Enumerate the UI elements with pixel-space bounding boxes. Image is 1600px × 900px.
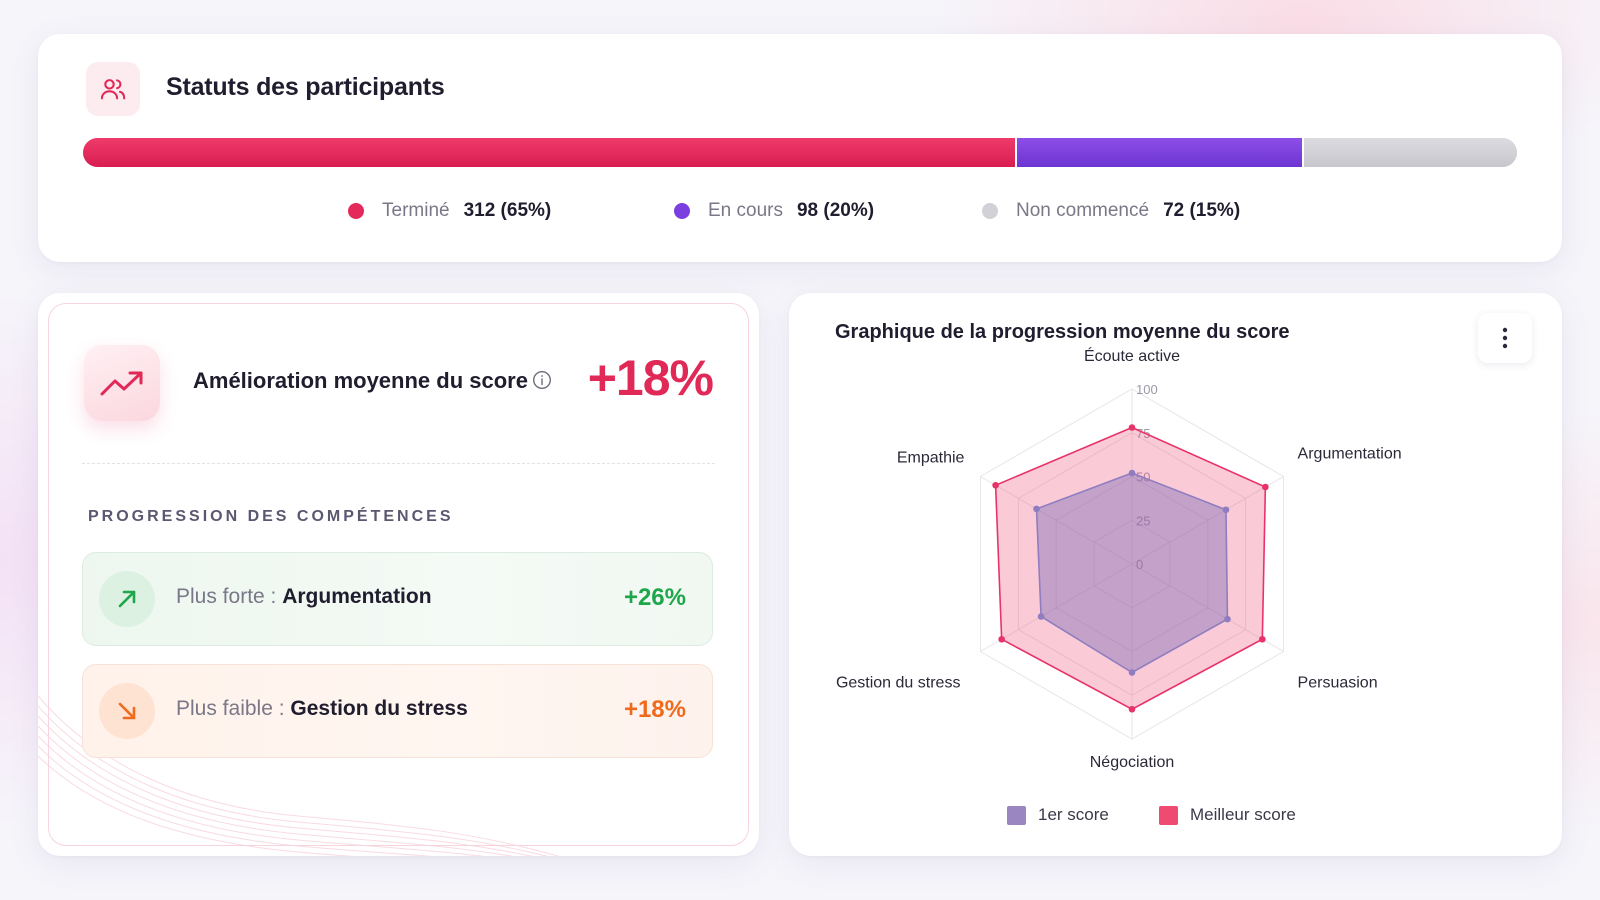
- legend-swatch: [1007, 805, 1026, 825]
- axis-label: Empathie: [897, 450, 965, 467]
- legend-value: 98 (20%): [796, 200, 875, 221]
- dot-icon: [348, 203, 364, 219]
- grid-spoke: [1131, 563, 1284, 652]
- axis-label: Argumentation: [1298, 446, 1402, 463]
- radar-chart-card: Graphique de la progression moyenne du s…: [789, 293, 1562, 856]
- data-point: [1033, 505, 1040, 513]
- data-point: [1224, 615, 1231, 623]
- more-options-button[interactable]: [1478, 313, 1532, 363]
- skill-prefix: Plus faible :: [176, 697, 291, 720]
- strongest-skill-text: Plus forte : Argumentation: [176, 585, 432, 609]
- participant-status-card: Statuts des participants Terminé 312 (65…: [38, 34, 1562, 262]
- grid-spoke: [1131, 476, 1284, 565]
- data-point: [1037, 613, 1045, 620]
- chart-title: Graphique de la progression moyenne du s…: [835, 321, 1290, 343]
- legend-in-progress: En cours 98 (20%): [674, 200, 874, 222]
- arrow-up-right-icon: [99, 571, 155, 627]
- legend-label: Terminé: [382, 200, 450, 221]
- data-point: [1128, 669, 1136, 676]
- dot-icon: [674, 203, 690, 219]
- strongest-skill-row: Plus forte : Argumentation +26%: [82, 552, 713, 646]
- tick-label: 25: [1136, 513, 1150, 528]
- legend-value: 72 (15%): [1163, 200, 1241, 221]
- tick-label: 0: [1136, 557, 1143, 572]
- legend-done: Terminé 312 (65%): [348, 200, 551, 222]
- info-icon[interactable]: [532, 370, 552, 395]
- legend-best-score: Meilleur score: [1159, 805, 1296, 825]
- grid-spoke: [980, 563, 1133, 652]
- axis-label: Persuasion: [1298, 675, 1378, 692]
- axis-label: Négociation: [1090, 754, 1175, 771]
- divider: [82, 463, 715, 464]
- skill-name: Argumentation: [282, 585, 432, 608]
- users-icon: [86, 62, 140, 116]
- data-point: [1128, 469, 1136, 477]
- weakest-skill-text: Plus faible : Gestion du stress: [176, 697, 468, 721]
- dot-icon: [982, 203, 998, 219]
- card-inner-frame: [48, 303, 749, 846]
- legend-not-started: Non commencé 72 (15%): [982, 200, 1240, 222]
- arrow-down-right-icon: [99, 683, 155, 739]
- legend-label: Non commencé: [1016, 200, 1150, 221]
- tick-label: 100: [1136, 382, 1158, 397]
- skill-prefix: Plus forte :: [176, 585, 283, 608]
- radar-chart: 0255075100Écoute activeArgumentationPers…: [836, 346, 1402, 771]
- legend-swatch: [1159, 805, 1178, 825]
- axis-label: Écoute active: [1084, 346, 1180, 365]
- axis-label: Gestion du stress: [836, 675, 961, 692]
- data-point: [1262, 483, 1269, 491]
- status-title: Statuts des participants: [166, 73, 445, 101]
- weakest-skill-row: Plus faible : Gestion du stress +18%: [82, 664, 713, 758]
- segment-not-started: [1301, 138, 1517, 167]
- legend-label: En cours: [708, 200, 783, 221]
- legend-first-score: 1er score: [1007, 805, 1109, 825]
- segment-done: [83, 138, 1016, 167]
- data-point: [992, 481, 999, 489]
- data-point: [1259, 635, 1266, 643]
- improvement-title: Amélioration moyenne du score: [193, 368, 528, 393]
- segment-in-progress: [1015, 138, 1302, 167]
- status-progress-bar: [83, 138, 1517, 167]
- data-point: [998, 635, 1005, 643]
- legend-label: Meilleur score: [1190, 805, 1296, 824]
- more-vertical-icon: [1502, 327, 1508, 349]
- improvement-value: +18%: [587, 350, 714, 406]
- data-point: [1222, 506, 1230, 514]
- data-point: [1128, 705, 1136, 713]
- trending-up-icon: [84, 345, 160, 421]
- weakest-skill-value: +18%: [623, 696, 686, 723]
- score-improvement-card: Amélioration moyenne du score +18% PROGR…: [38, 293, 759, 856]
- legend-label: 1er score: [1038, 805, 1109, 824]
- grid-spoke: [980, 476, 1133, 565]
- legend-value: 312 (65%): [463, 200, 552, 221]
- data-point: [1128, 424, 1136, 431]
- strongest-skill-value: +26%: [623, 584, 686, 611]
- skill-name: Gestion du stress: [290, 697, 468, 720]
- section-label: PROGRESSION DES COMPÉTENCES: [88, 508, 454, 525]
